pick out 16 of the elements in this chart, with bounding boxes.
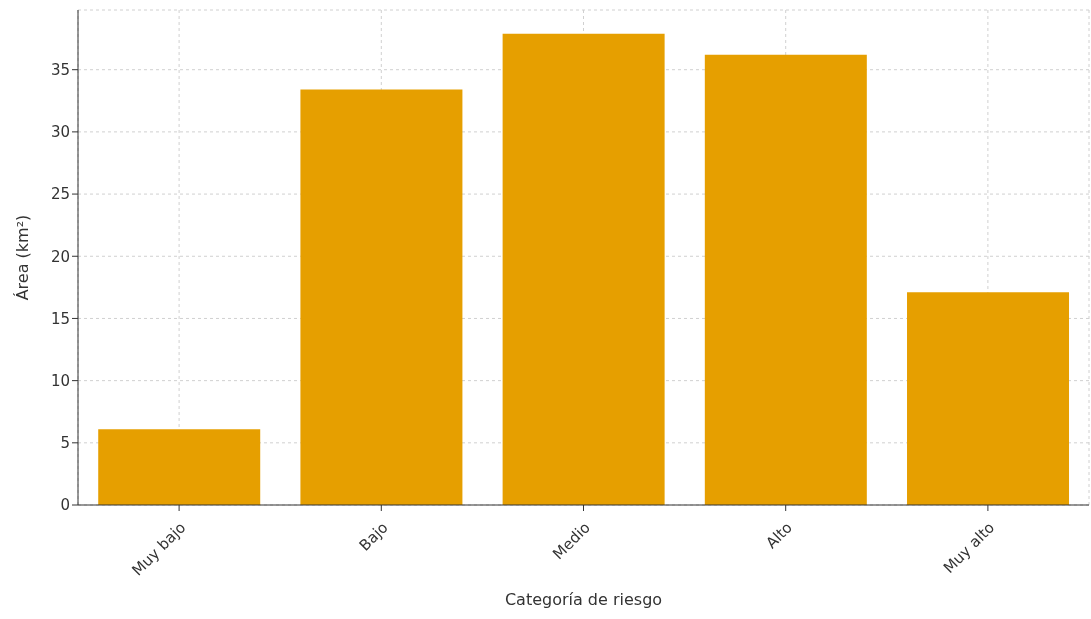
y-tick-label: 5 <box>60 434 70 453</box>
y-tick-label: 15 <box>50 309 70 328</box>
y-axis-title: Área (km²) <box>12 214 32 301</box>
x-axis-title: Categoría de riesgo <box>504 590 663 609</box>
bar <box>300 89 463 505</box>
bar <box>704 54 867 505</box>
y-tick-label: 30 <box>50 123 70 142</box>
bar <box>502 33 665 505</box>
y-tick-label: 20 <box>50 247 70 266</box>
x-tick-label: Alto <box>762 518 796 553</box>
y-tick-label: 35 <box>50 61 70 80</box>
y-tick-label: 25 <box>50 185 70 204</box>
y-tick-label: 0 <box>60 496 70 515</box>
bar <box>907 292 1070 505</box>
bar <box>98 429 261 505</box>
y-tick-label: 10 <box>50 371 70 390</box>
